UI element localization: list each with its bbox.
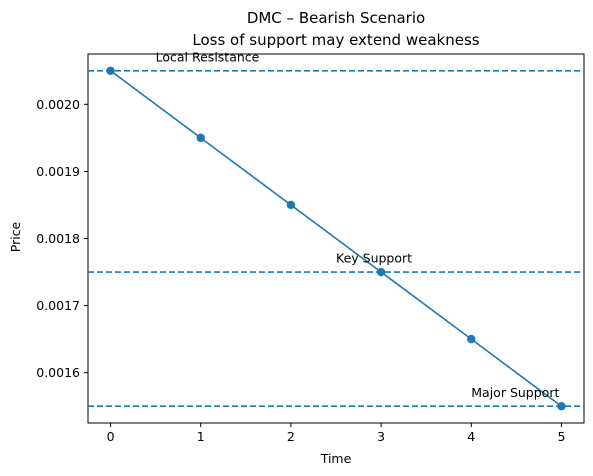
series-line (110, 70, 562, 407)
annotation-label: Major Support (471, 385, 559, 400)
y-tick-label: 0.0020 (36, 97, 80, 112)
data-point (557, 402, 566, 411)
chart-title: DMC – Bearish Scenario (247, 9, 425, 27)
x-tick-label: 1 (197, 429, 205, 444)
y-tick-label: 0.0016 (36, 365, 80, 380)
chart-title-group: DMC – Bearish Scenario Loss of support m… (192, 9, 479, 49)
data-point (376, 267, 386, 277)
x-tick-label: 5 (557, 429, 565, 444)
data-point (467, 334, 476, 344)
y-tick-label: 0.0018 (36, 231, 80, 246)
annotation-label: Local Resistance (156, 49, 260, 64)
data-point (106, 66, 115, 75)
x-tick-label: 0 (107, 429, 115, 444)
x-axis-label: Time (320, 451, 352, 466)
data-point (196, 133, 205, 143)
plot-area: 0 1 2 3 4 5 0.0016 0.0017 0.0018 0.0019 0.0020 Loca… (36, 49, 585, 444)
chart-subtitle: Loss of support may extend weakness (192, 31, 479, 49)
x-tick-label: 4 (467, 429, 475, 444)
data-point (286, 200, 296, 210)
y-tick-label: 0.0019 (36, 164, 80, 179)
x-tick-label: 2 (287, 429, 295, 444)
y-axis-label: Price (8, 221, 23, 252)
annotation-label: Key Support (336, 251, 412, 266)
x-tick-label: 3 (377, 429, 385, 444)
y-tick-label: 0.0017 (36, 298, 80, 313)
